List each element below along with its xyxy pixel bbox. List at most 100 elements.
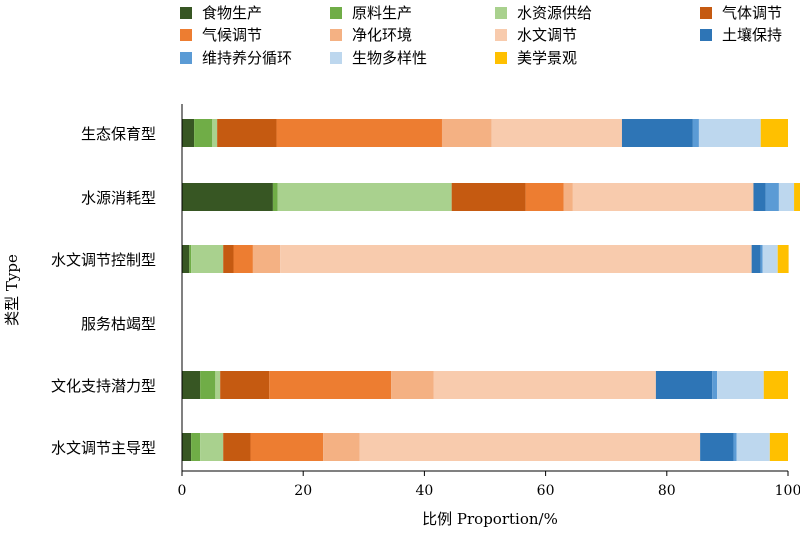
y-axis-title: 类型 Type: [3, 254, 21, 326]
legend-swatch: [495, 51, 507, 64]
x-tick-label: 20: [294, 483, 312, 499]
bar-segment: [359, 433, 701, 461]
bar-segment: [753, 183, 766, 211]
legend-swatch: [495, 6, 507, 19]
legend-item: 生物多样性: [330, 47, 427, 68]
legend-swatch: [180, 51, 192, 64]
bar-segment: [391, 371, 434, 399]
legend-item: 食物生产: [180, 2, 262, 23]
bar-segment: [700, 433, 734, 461]
legend-label: 生物多样性: [352, 49, 428, 67]
bar-segment: [277, 183, 452, 211]
bar-segment: [276, 119, 442, 147]
legend-label: 食物生产: [202, 4, 263, 22]
legend-item: 净化环境: [330, 24, 412, 45]
legend-label: 气候调节: [202, 26, 263, 44]
bar-segment: [269, 371, 392, 399]
bar-segment: [433, 371, 656, 399]
bar-segment: [189, 245, 192, 273]
legend-label: 水资源供给: [517, 4, 593, 22]
category-label: 文化支持潜力型: [51, 377, 156, 395]
legend-swatch: [330, 6, 342, 19]
bar-segment: [491, 119, 622, 147]
legend-label: 水文调节: [517, 26, 578, 44]
bar-segment: [572, 183, 754, 211]
bar-segment: [200, 371, 216, 399]
legend-swatch: [180, 6, 192, 19]
legend-item: 美学景观: [495, 47, 577, 68]
legend-label: 原料生产: [352, 4, 413, 22]
x-tick-label: 0: [178, 483, 187, 499]
bar-segment: [765, 183, 779, 211]
legend-label: 土壤保持: [722, 26, 783, 44]
bar-segment: [760, 245, 763, 273]
category-label: 水文调节主导型: [51, 439, 156, 457]
bar-segment: [712, 371, 718, 399]
bar-segment: [223, 245, 234, 273]
bar-segment: [323, 433, 360, 461]
x-tick-label: 60: [537, 483, 555, 499]
bar-segment: [217, 119, 277, 147]
legend-swatch: [330, 28, 342, 41]
legend: 食物生产 原料生产 水资源供给 气体调节气候调节 净化环境 水文调节 土壤保持维持养分循环 生…: [0, 0, 800, 80]
x-tick-label: 100: [775, 483, 800, 499]
bar-segment: [252, 245, 281, 273]
x-axis-title: 比例 Proportion/%: [422, 510, 558, 528]
category-label: 生态保育型: [81, 125, 156, 143]
bar-segment: [194, 119, 213, 147]
bar-segment: [182, 183, 273, 211]
bar-segment: [182, 371, 201, 399]
bar-segment: [182, 119, 195, 147]
legend-item: 土壤保持: [700, 24, 782, 45]
legend-swatch: [700, 6, 712, 19]
bar-segment: [733, 433, 737, 461]
legend-item: 原料生产: [330, 2, 412, 23]
bar-segment: [762, 245, 778, 273]
legend-label: 气体调节: [722, 4, 783, 22]
bar-segment: [655, 371, 713, 399]
bar-segment: [563, 183, 573, 211]
bar-segment: [233, 245, 253, 273]
legend-item: 气候调节: [180, 24, 262, 45]
bar-segment: [692, 119, 699, 147]
bar-segment: [698, 119, 761, 147]
bar-segment: [191, 245, 224, 273]
bar-segment: [191, 433, 201, 461]
x-tick-label: 40: [415, 483, 433, 499]
bar-segment: [212, 119, 218, 147]
category-label: 水源消耗型: [81, 189, 156, 207]
bar-segment: [525, 183, 564, 211]
bar-segment: [736, 433, 770, 461]
bar-segment: [763, 371, 788, 399]
legend-label: 维持养分循环: [202, 49, 293, 67]
bar-segment: [451, 183, 526, 211]
bar-segment: [220, 371, 270, 399]
legend-swatch: [330, 51, 342, 64]
legend-swatch: [180, 28, 192, 41]
category-label: 服务枯竭型: [81, 315, 156, 333]
bar-segment: [250, 433, 324, 461]
bar-segment: [441, 119, 492, 147]
bar-segment: [769, 433, 788, 461]
legend-item: 水资源供给: [495, 2, 592, 23]
bar-segment: [182, 433, 192, 461]
bar-segment: [215, 371, 221, 399]
legend-item: 水文调节: [495, 24, 577, 45]
legend-label: 净化环境: [352, 26, 413, 44]
bar-segment: [200, 433, 224, 461]
bar-segment: [182, 245, 190, 273]
legend-label: 美学景观: [517, 49, 578, 67]
bar-segment: [777, 245, 789, 273]
bar-segment: [717, 371, 764, 399]
legend-swatch: [495, 28, 507, 41]
legend-swatch: [700, 28, 712, 41]
bar-segment: [794, 183, 800, 211]
bar-segment: [280, 245, 752, 273]
x-tick-label: 80: [658, 483, 676, 499]
bar-segment: [751, 245, 761, 273]
bar-segment: [272, 183, 278, 211]
bar-segment: [223, 433, 251, 461]
bar-segment: [778, 183, 795, 211]
bar-segment: [760, 119, 788, 147]
